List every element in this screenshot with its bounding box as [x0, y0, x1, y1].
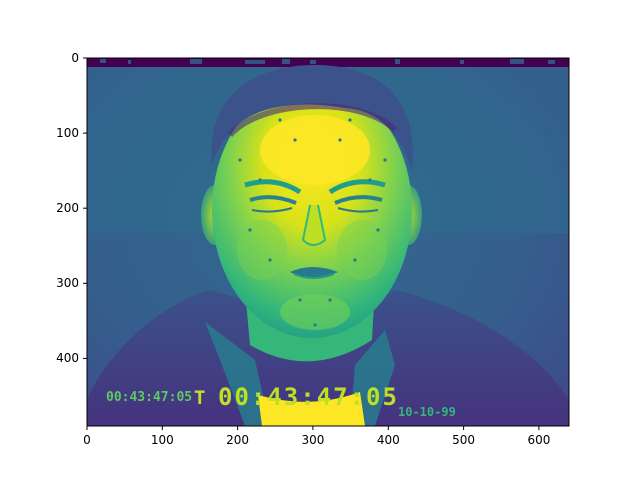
y-tick-label: 300 — [56, 276, 79, 290]
timecode-small: 00:43:47:05 — [106, 390, 192, 405]
y-tick-label: 400 — [56, 351, 79, 365]
y-tick-label: 0 — [71, 51, 79, 65]
x-tick-label: 600 — [527, 433, 550, 447]
timecode-large: 00:43:47:05 — [218, 383, 399, 411]
x-tick-label: 400 — [377, 433, 400, 447]
y-tick-label: 200 — [56, 201, 79, 215]
x-tick-label: 0 — [83, 433, 91, 447]
date-stamp: 10-10-99 — [398, 405, 456, 419]
x-tick-label: 300 — [301, 433, 324, 447]
x-axis: 0 100 200 300 400 500 600 — [83, 426, 550, 447]
x-tick-label: 500 — [452, 433, 475, 447]
timecode-marker: T — [194, 387, 205, 409]
axes-frame — [86, 57, 570, 427]
x-tick-label: 200 — [226, 433, 249, 447]
plot-image: 00:43:47:05 T 00:43:47:05 10-10-99 — [87, 58, 569, 426]
x-tick-label: 100 — [151, 433, 174, 447]
y-tick-label: 100 — [56, 126, 79, 140]
y-axis: 0 100 200 300 400 — [56, 51, 87, 365]
